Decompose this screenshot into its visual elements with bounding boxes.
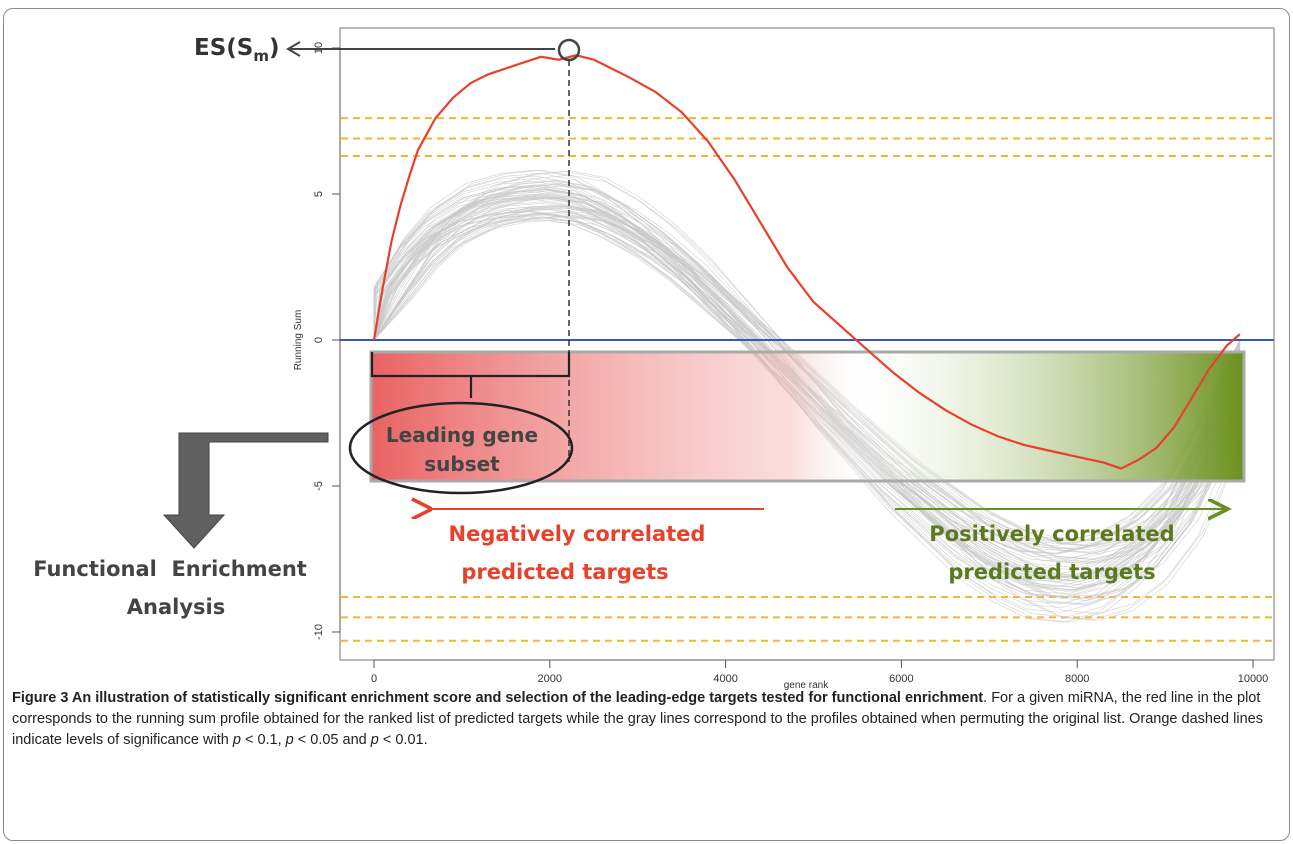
x-tick-label: 4000 [713, 673, 737, 685]
enrichment-label-1: Functional Enrichment [33, 557, 307, 581]
x-tick-label: 8000 [1065, 673, 1089, 685]
enrichment-label-2: Analysis [127, 595, 225, 619]
positive-label-2: predicted targets [948, 560, 1155, 584]
y-tick-label: -10 [313, 624, 325, 640]
enrichment-arrow [162, 432, 329, 549]
caption-title: Figure 3 An illustration of statisticall… [12, 690, 984, 706]
x-tick-label: 2000 [538, 673, 562, 685]
negative-label-2: predicted targets [461, 560, 668, 584]
y-axis-title: Running Sum [293, 310, 304, 371]
running-sum-line [372, 54, 1241, 470]
leading-gene-label-1: Leading gene [386, 423, 538, 447]
caption-t1: < 0.1, [240, 732, 286, 748]
x-axis-title: gene rank [784, 680, 829, 690]
leading-gene-label-2: subset [424, 452, 500, 476]
x-tick-label: 6000 [889, 673, 913, 685]
y-tick-label: -5 [313, 481, 325, 491]
caption-t2: < 0.05 and [293, 732, 371, 748]
leading-edge-brace [370, 352, 571, 398]
caption-p2: p [285, 732, 294, 748]
negative-label-1: Negatively correlated [449, 522, 706, 546]
y-tick-label: 5 [313, 191, 325, 197]
caption-t3: < 0.01. [378, 732, 428, 748]
caption-text: . For a given miRNA, the red line in the… [12, 690, 1263, 748]
positive-label-1: Positively correlated [929, 522, 1174, 546]
es-arrowhead [286, 41, 301, 57]
caption-p1: p [232, 732, 241, 748]
figure-caption: Figure 3 An illustration of statisticall… [12, 688, 1284, 751]
x-tick-label: 0 [371, 673, 377, 685]
y-axis: -10-50510 [313, 42, 341, 640]
es-label: ES(Sm) [194, 35, 280, 65]
caption-p3: p [370, 732, 379, 748]
x-axis: 0 2000 4000 6000 8000 10000 [371, 659, 1269, 685]
leading-gene-ellipse [348, 401, 574, 495]
y-tick-label: 0 [313, 337, 325, 343]
ranked-list-band [369, 350, 1246, 483]
x-tick-label: 10000 [1238, 673, 1269, 685]
